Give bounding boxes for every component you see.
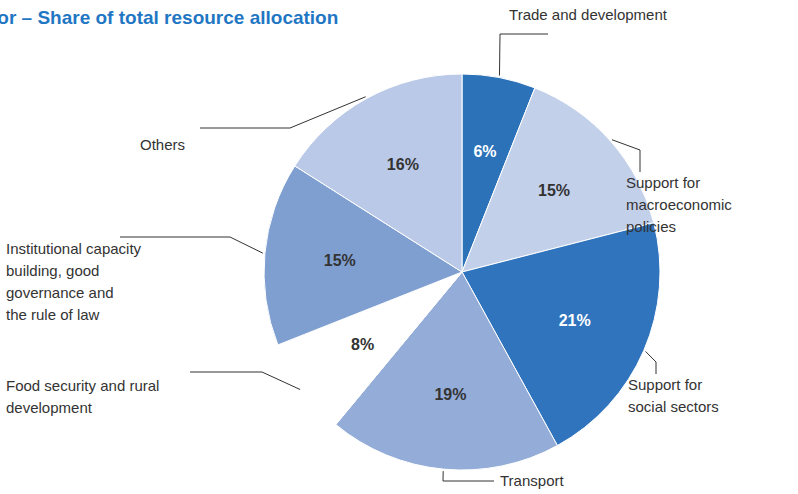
svg-text:19%: 19% bbox=[434, 386, 466, 403]
svg-text:Support formacroeconomicpolici: Support formacroeconomicpolicies bbox=[626, 174, 732, 235]
svg-text:Transport: Transport bbox=[500, 472, 564, 489]
svg-text:15%: 15% bbox=[538, 182, 570, 199]
svg-text:Trade and development: Trade and development bbox=[509, 6, 668, 23]
svg-text:Institutional capacitybuilding: Institutional capacitybuilding, goodgove… bbox=[6, 240, 142, 323]
svg-text:Others: Others bbox=[140, 136, 185, 153]
svg-text:15%: 15% bbox=[324, 252, 356, 269]
svg-text:8%: 8% bbox=[351, 336, 374, 353]
svg-text:EU Priority Sector – Share of: EU Priority Sector – Share of total reso… bbox=[0, 7, 338, 28]
svg-text:Support forsocial sectors: Support forsocial sectors bbox=[628, 376, 719, 415]
svg-text:6%: 6% bbox=[473, 143, 496, 160]
svg-text:16%: 16% bbox=[387, 156, 419, 173]
svg-text:21%: 21% bbox=[559, 312, 591, 329]
svg-text:Food security and ruraldevelop: Food security and ruraldevelopment bbox=[6, 377, 159, 416]
